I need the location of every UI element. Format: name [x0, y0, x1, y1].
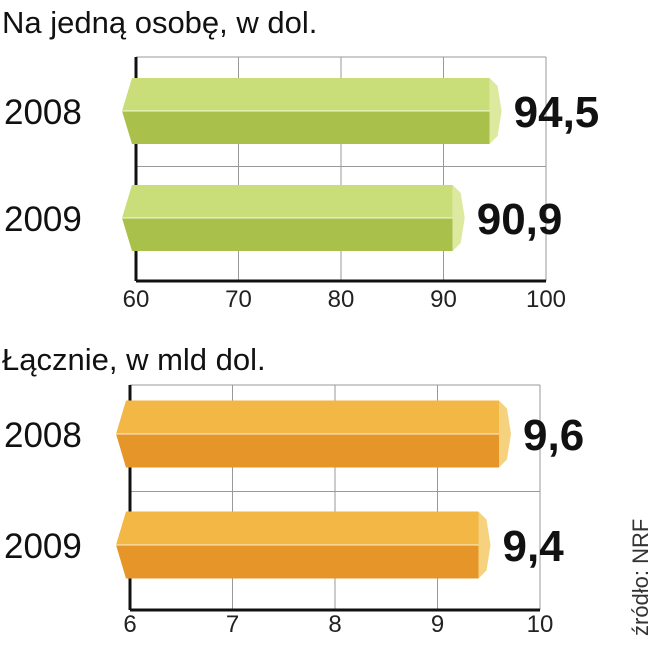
- per-person-bar-2008-bottom: [122, 111, 490, 144]
- total-bar-2008-bottom: [116, 434, 499, 468]
- total-bar-2009-top: [116, 511, 479, 545]
- total-tick-label: 6: [123, 611, 136, 638]
- total-title: Łącznie, w mld dol.: [2, 342, 266, 377]
- per-person-value-label: 94,5: [514, 88, 600, 137]
- total-bar-2008-tip: [499, 400, 511, 468]
- total-category-label: 2008: [4, 416, 82, 455]
- total-bar-2009-bottom: [116, 545, 479, 579]
- total-bar-2008-top: [116, 400, 499, 434]
- per-person-tick-label: 60: [123, 286, 150, 313]
- source-label: źródło: NRF: [628, 519, 653, 636]
- total-category-label: 2009: [4, 527, 82, 566]
- per-person-bar-2008-tip: [489, 78, 502, 144]
- total-tick-label: 7: [226, 611, 239, 638]
- per-person-bar-2008-top: [122, 78, 490, 111]
- per-person-category-label: 2009: [4, 200, 82, 239]
- per-person-bar-2009-tip: [452, 185, 465, 251]
- total-tick-label: 9: [431, 611, 444, 638]
- per-person-bar-2009-top: [122, 185, 453, 218]
- per-person-category-label: 2008: [4, 93, 82, 132]
- total-value-label: 9,6: [523, 411, 584, 460]
- per-person-bar-2009-bottom: [122, 218, 453, 251]
- per-person-value-label: 90,9: [477, 195, 563, 244]
- per-person-tick-label: 80: [328, 286, 355, 313]
- per-person-tick-label: 90: [430, 286, 457, 313]
- per-person-tick-label: 70: [225, 286, 252, 313]
- per-person-title: Na jedną osobę, w dol.: [2, 5, 317, 40]
- total-bar-2009-tip: [478, 511, 491, 579]
- total-tick-label: 8: [328, 611, 341, 638]
- total-tick-label: 10: [527, 611, 554, 638]
- per-person-tick-label: 100: [526, 286, 566, 313]
- total-value-label: 9,4: [503, 522, 565, 571]
